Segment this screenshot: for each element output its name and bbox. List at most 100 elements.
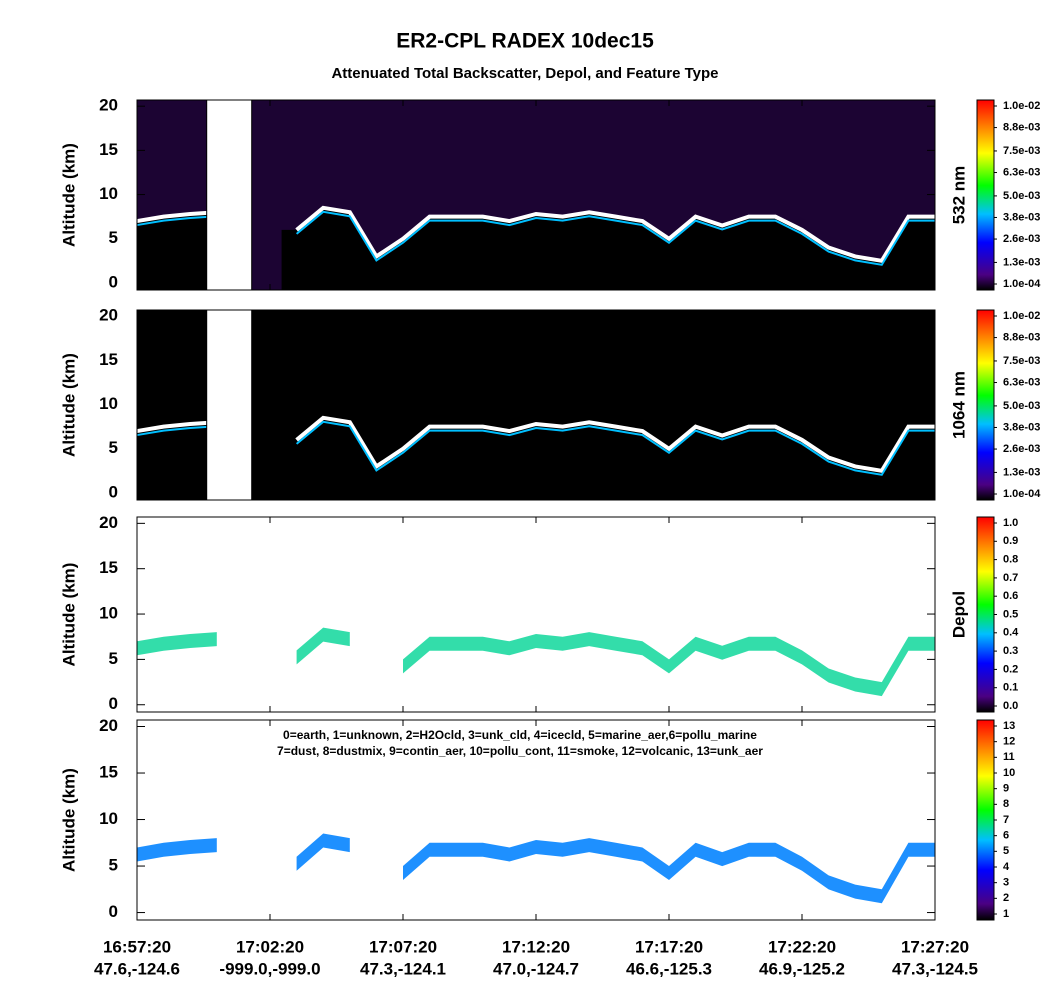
y-tick-label: 5	[109, 228, 118, 247]
legend-text: 0=earth, 1=unknown, 2=H2Ocld, 3=unk_cld,…	[283, 728, 757, 742]
y-tick-label: 0	[109, 902, 118, 921]
x-tick-location: -999.0,-999.0	[219, 959, 320, 978]
chart-title: ER2-CPL RADEX 10dec15	[396, 30, 654, 53]
colorbar-tick-label: 8.8e-03	[1003, 121, 1040, 133]
cloud-top	[295, 205, 935, 264]
y-tick-label: 10	[99, 394, 118, 413]
plot-background	[137, 720, 935, 920]
colorbar-tick-label: 1.3e-03	[1003, 466, 1040, 478]
colorbar-tick-label: 7.5e-03	[1003, 355, 1040, 367]
colorbar-tick-label: 2.6e-03	[1003, 443, 1040, 455]
colorbar-tick-label: 8	[1003, 798, 1009, 810]
colorbar-tick-label: 5.0e-03	[1003, 190, 1040, 202]
y-axis-label: Altitude (km)	[59, 768, 78, 872]
cloud-edge	[295, 210, 935, 266]
x-tick-location: 46.9,-125.2	[759, 959, 845, 978]
colorbar-tick-label: 0.5	[1003, 608, 1018, 620]
y-axis-label: Altitude (km)	[59, 563, 78, 667]
colorbar-tick-label: 1.0e-04	[1003, 278, 1041, 290]
colorbar-tick-label: 3.8e-03	[1003, 211, 1040, 223]
y-tick-label: 5	[109, 856, 118, 875]
cloud-layer	[296, 627, 350, 665]
cloud-edge	[136, 425, 217, 437]
colorbar-tick-label: 8.8e-03	[1003, 331, 1040, 343]
colorbar-label: 1064 nm	[949, 371, 968, 439]
x-tick-location: 47.3,-124.1	[360, 959, 446, 978]
y-tick-label: 0	[109, 694, 118, 713]
x-tick-label: 17:12:20	[502, 937, 570, 956]
colorbar-label: Depol	[949, 591, 968, 638]
colorbar-tick-label: 0.0	[1003, 700, 1018, 712]
y-tick-label: 10	[99, 184, 118, 203]
colorbar-tick-label: 0.1	[1003, 682, 1018, 694]
y-tick-label: 10	[99, 604, 118, 623]
x-tick-label: 17:17:20	[635, 937, 703, 956]
x-tick-location: 47.6,-124.6	[94, 959, 180, 978]
data-gap	[206, 309, 253, 501]
colorbar-tick-label: 0.3	[1003, 645, 1018, 657]
colorbar-tick-label: 0.4	[1003, 627, 1019, 639]
plot-background	[137, 517, 935, 712]
colorbar-tick-label: 0.6	[1003, 590, 1018, 602]
colorbar-tick-label: 1	[1003, 908, 1009, 920]
y-tick-label: 20	[99, 716, 118, 735]
y-tick-label: 0	[109, 482, 118, 501]
colorbar-tick-label: 5	[1003, 845, 1009, 857]
x-tick-location: 47.3,-124.5	[892, 959, 978, 978]
colorbar-tick-label: 5.0e-03	[1003, 400, 1040, 412]
colorbar-label: 532 nm	[949, 166, 968, 225]
y-tick-label: 20	[99, 306, 118, 325]
colorbar-tick-label: 2.6e-03	[1003, 233, 1040, 245]
colorbar	[976, 719, 995, 921]
legend-text: 7=dust, 8=dustmix, 9=contin_aer, 10=poll…	[277, 744, 763, 758]
y-tick-label: 15	[99, 350, 118, 369]
y-tick-label: 5	[109, 438, 118, 457]
cloud-edge	[136, 215, 217, 227]
colorbar	[976, 516, 995, 713]
x-tick-label: 16:57:20	[103, 937, 171, 956]
data-gap	[206, 99, 253, 291]
y-tick-label: 15	[99, 140, 118, 159]
colorbar-tick-label: 7	[1003, 814, 1009, 826]
colorbar-tick-label: 1.0e-04	[1003, 488, 1041, 500]
colorbar-tick-label: 1.0e-02	[1003, 310, 1040, 322]
colorbar-tick-label: 6.3e-03	[1003, 376, 1040, 388]
colorbar-tick-label: 2	[1003, 892, 1009, 904]
colorbar-tick-label: 3	[1003, 877, 1009, 889]
attenuated-region	[281, 417, 936, 500]
attenuated-region	[281, 207, 936, 290]
cloud-top	[295, 415, 935, 474]
chart-subtitle: Attenuated Total Backscatter, Depol, and…	[331, 65, 718, 82]
colorbar-tick-label: 9	[1003, 783, 1009, 795]
y-tick-label: 20	[99, 96, 118, 115]
y-tick-label: 15	[99, 558, 118, 577]
y-tick-label: 0	[109, 272, 118, 291]
colorbar-tick-label: 3.8e-03	[1003, 421, 1040, 433]
colorbar-tick-label: 1.3e-03	[1003, 256, 1040, 268]
cloud-layer	[403, 632, 935, 697]
colorbar-tick-label: 0.8	[1003, 554, 1018, 566]
colorbar-tick-label: 4	[1003, 861, 1010, 873]
colorbar-tick-label: 0.2	[1003, 663, 1018, 675]
colorbar-tick-label: 7.5e-03	[1003, 145, 1040, 157]
cloud-layer	[137, 838, 217, 862]
y-tick-label: 10	[99, 809, 118, 828]
y-axis-label: Altitude (km)	[59, 353, 78, 457]
colorbar-tick-label: 6.3e-03	[1003, 166, 1040, 178]
cloud-layer	[137, 632, 217, 656]
y-axis-label: Altitude (km)	[59, 143, 78, 247]
x-tick-label: 17:07:20	[369, 937, 437, 956]
cloud-edge	[295, 420, 935, 476]
colorbar-tick-label: 1.0	[1003, 517, 1018, 529]
cloud-layer	[403, 838, 935, 904]
colorbar-tick-label: 13	[1003, 720, 1015, 732]
colorbar-tick-label: 12	[1003, 736, 1015, 748]
x-tick-label: 17:02:20	[236, 937, 304, 956]
colorbar-tick-label: 1.0e-02	[1003, 100, 1040, 112]
colorbar-tick-label: 0.9	[1003, 535, 1018, 547]
colorbar	[976, 99, 995, 291]
cloud-top	[136, 420, 217, 434]
x-tick-location: 46.6,-125.3	[626, 959, 712, 978]
y-tick-label: 5	[109, 649, 118, 668]
